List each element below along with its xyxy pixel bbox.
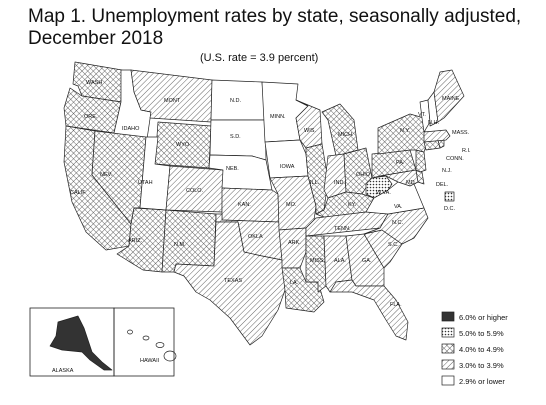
label-mich: MICH.	[338, 132, 354, 138]
label-wva: W.VA.	[376, 190, 391, 196]
label-pa: PA.	[396, 160, 405, 166]
state-hawaii-maui	[155, 342, 165, 348]
legend-swatch	[441, 375, 455, 386]
state-sd	[209, 119, 267, 161]
label-kan: KAN.	[238, 202, 251, 208]
label-hawaii: HAWAII	[140, 358, 160, 364]
state-shapes	[49, 61, 465, 371]
label-nh: N.H.	[428, 120, 439, 126]
label-idaho: IDAHO	[122, 126, 140, 132]
label-minn: MINN.	[270, 114, 286, 120]
label-ala: ALA.	[334, 258, 346, 264]
hawaii-inset-frame	[113, 307, 175, 377]
label-fla: FLA.	[390, 302, 402, 308]
state-fla	[329, 279, 409, 341]
label-ark: ARK.	[288, 240, 301, 246]
label-conn: CONN.	[446, 156, 464, 162]
state-mass	[423, 129, 451, 143]
map-title-line-1: Map 1. Unemployment rates by state, seas…	[28, 6, 522, 27]
legend: 6.0% or higher 5.0% to 5.9% 4.0% to 4.9% 3.…	[441, 311, 508, 386]
label-ga: GA.	[362, 258, 372, 264]
state-nm	[161, 209, 217, 273]
label-nev: NEV.	[100, 172, 113, 178]
label-ny: N.Y.	[400, 128, 410, 134]
label-calif: CALIF	[70, 190, 86, 196]
legend-swatch	[441, 311, 455, 322]
label-nc: N.C.	[392, 220, 403, 226]
label-ore: ORE.	[84, 114, 98, 120]
state-ark	[278, 227, 307, 269]
label-okla: OKLA	[248, 234, 263, 240]
legend-label: 4.0% to 4.9%	[459, 345, 504, 354]
state-nj	[415, 149, 427, 173]
label-ind: IND.	[334, 180, 345, 186]
map-title: Map 1. Unemployment rates by state, seas…	[28, 6, 528, 50]
state-hawaii-islands	[127, 329, 177, 362]
label-md: MD.	[406, 180, 417, 186]
label-wis: WIS.	[304, 128, 316, 134]
label-nd: N.D.	[230, 98, 241, 104]
label-nm: N.M.	[174, 242, 186, 248]
label-va: VA.	[394, 204, 403, 210]
legend-label: 2.9% or lower	[459, 377, 505, 386]
label-arizona: ARIZ.	[128, 238, 143, 244]
label-sc: S.C.	[388, 242, 399, 248]
label-ill: ILL.	[310, 180, 320, 186]
state-la	[281, 267, 325, 313]
state-vt	[419, 99, 431, 133]
state-maine	[433, 69, 465, 123]
label-colo: COLO.	[186, 188, 204, 194]
label-vt: VT.	[418, 112, 426, 118]
state-ny	[377, 113, 427, 155]
state-va	[365, 181, 425, 215]
label-ky: KY.	[348, 202, 357, 208]
label-mass: MASS.	[452, 130, 470, 136]
map-title-line-2: December 2018	[28, 28, 164, 49]
state-mich	[321, 103, 359, 157]
label-texas: TEXAS	[224, 278, 242, 284]
legend-swatch	[441, 359, 455, 370]
legend-label: 5.0% to 5.9%	[459, 329, 504, 338]
label-tenn: TENN.	[334, 226, 351, 232]
legend-label: 3.0% to 3.9%	[459, 361, 504, 370]
label-maine: MAINE	[442, 96, 460, 102]
label-sd: S.D.	[230, 134, 241, 140]
state-dc	[444, 191, 455, 202]
state-hawaii-oahu	[142, 335, 150, 341]
label-iowa: IOWA	[280, 164, 295, 170]
label-ohio: OHIO	[356, 172, 371, 178]
label-dc: D.C.	[444, 206, 455, 212]
legend-swatch	[441, 343, 455, 354]
label-miss: MISS.	[310, 258, 325, 264]
label-mo: MO.	[286, 202, 297, 208]
label-wyo: WYO	[176, 142, 190, 148]
label-nj: N.J.	[442, 168, 452, 174]
state-iowa	[264, 139, 309, 179]
state-alaska	[49, 315, 113, 371]
state-labels: WASH ORE. IDAHO MONT N.D. MINN. S.D. WYO…	[52, 80, 471, 374]
label-la: LA.	[290, 280, 299, 286]
state-hawaii	[163, 350, 177, 362]
label-mont: MONT	[164, 98, 181, 104]
label-utah: UTAH	[138, 180, 153, 186]
label-alaska: ALASKA	[52, 368, 74, 374]
state-nh	[427, 91, 439, 127]
legend-swatch	[441, 327, 455, 338]
state-ind	[323, 153, 347, 199]
label-wash: WASH	[86, 80, 102, 86]
label-neb: NEB.	[226, 166, 239, 172]
label-del: DEL.	[436, 182, 449, 188]
legend-label: 6.0% or higher	[459, 313, 508, 322]
label-ri: R.I.	[462, 148, 471, 154]
state-wis	[295, 99, 323, 149]
state-texas	[173, 221, 286, 346]
map-subtitle: (U.S. rate = 3.9 percent)	[200, 52, 319, 64]
state-hawaii-kauai	[127, 329, 133, 335]
